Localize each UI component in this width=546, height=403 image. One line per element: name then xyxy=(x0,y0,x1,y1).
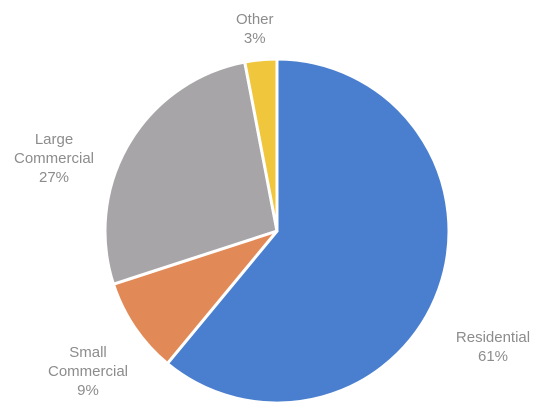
slice-label-other: Other 3% xyxy=(236,10,274,48)
slice-value-other: 3% xyxy=(243,30,266,47)
slice-label-residential: Residential 61% xyxy=(446,328,540,366)
pie-slice-large-commercial xyxy=(103,60,279,286)
slice-name-large-commercial: Large Commercial xyxy=(4,130,104,168)
slice-label-small-commercial: Small Commercial 9% xyxy=(28,343,148,400)
slice-value-small-commercial: 9% xyxy=(77,382,99,399)
slice-name-large-commercial-line-2: Commercial xyxy=(13,150,94,167)
slice-name-large-commercial-line: Large xyxy=(34,131,74,148)
slice-name-other: Other xyxy=(236,11,274,28)
slice-label-large-commercial: Large Commercial 27% xyxy=(4,130,104,187)
pie-slice-other xyxy=(243,57,279,233)
slice-value-residential: 61% xyxy=(477,348,509,365)
slice-name-small-commercial: Small Commercial xyxy=(28,343,148,381)
pie-slice-small-commercial xyxy=(111,229,279,366)
slice-name-small-commercial-line: Small xyxy=(69,344,107,361)
slice-name-residential: Residential xyxy=(455,329,531,346)
pie-slice-residential xyxy=(165,57,451,403)
slice-value-large-commercial: 27% xyxy=(38,169,70,186)
slice-name-small-commercial-line-2: Commercial xyxy=(47,363,128,380)
